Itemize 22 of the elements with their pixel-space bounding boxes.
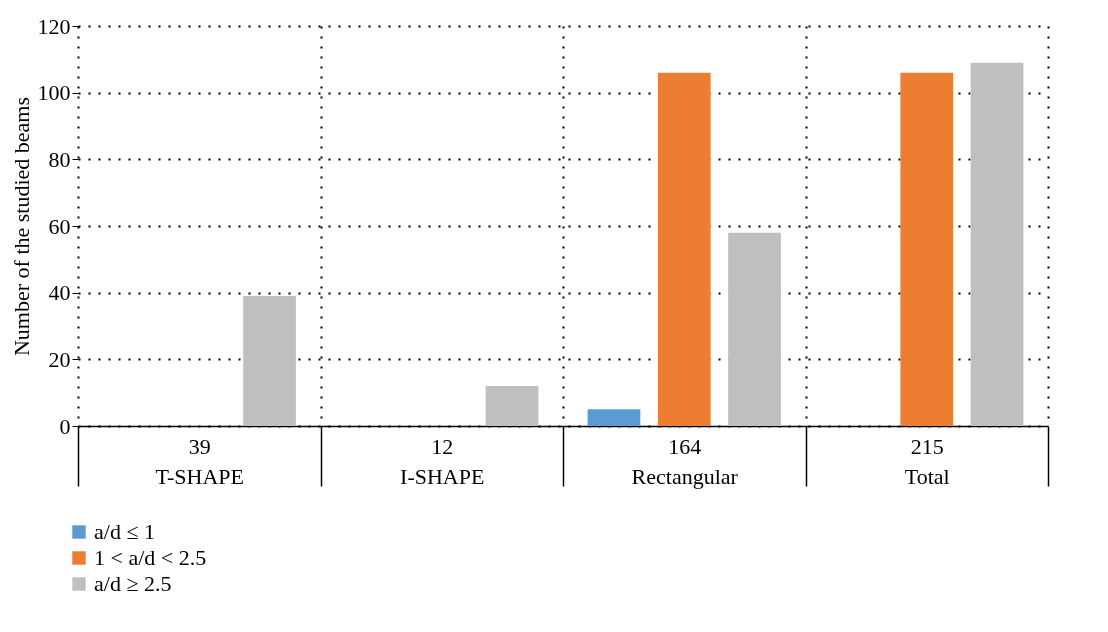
bar [970,62,1024,426]
y-tick-label: 40 [48,280,71,306]
y-tick-label: 120 [37,13,71,39]
y-tick-label: 80 [48,146,71,172]
y-axis-title: Number of the studied beams [8,96,34,357]
y-tick-label: 100 [37,80,71,106]
y-tick-label: 0 [59,413,71,439]
bar [900,72,954,426]
legend-label: a/d ≤ 1 [94,519,155,544]
bar [728,232,781,426]
bar [587,409,641,426]
x-tick-label: 164 Rectangular [631,433,739,489]
legend-label: 1 < a/d < 2.5 [94,545,207,570]
x-tick-label: 39 T-SHAPE [155,433,244,489]
x-tick-label: 12 I-SHAPE [400,433,485,489]
legend-label: a/d ≥ 2.5 [94,571,172,596]
x-tick-label: 215 Total [904,433,950,489]
y-tick-label: 20 [48,346,71,372]
bar [657,72,711,426]
y-tick-label: 60 [48,213,71,239]
bar [485,386,539,426]
bar [243,296,296,426]
